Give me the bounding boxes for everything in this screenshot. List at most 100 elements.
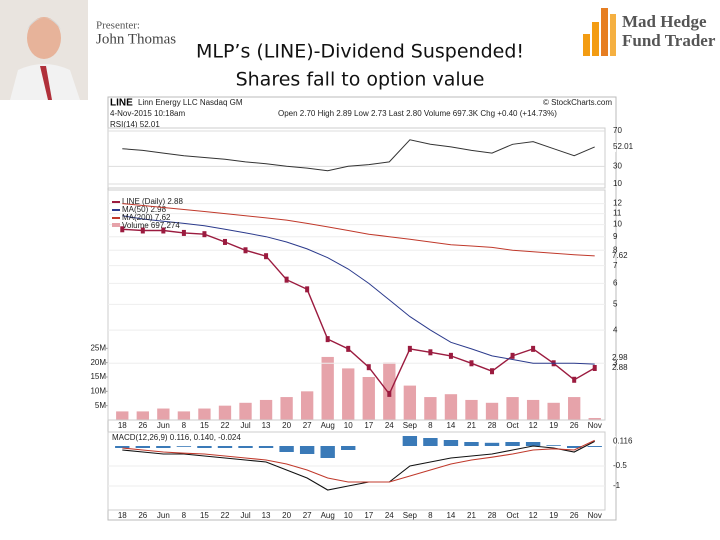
x-tick-label: 26 <box>138 421 147 430</box>
company: Linn Energy LLC Nasdaq GM <box>138 98 243 107</box>
macd-histogram-bar <box>135 446 151 448</box>
volume-bar <box>526 399 540 420</box>
price-marker <box>325 336 330 343</box>
x-tick-label: 10 <box>344 421 353 430</box>
macd-histogram-bar <box>299 446 315 454</box>
y-tick-label: 4 <box>613 325 618 334</box>
value-tag-label: 2.88 <box>612 363 628 372</box>
logo-text: Fund Trader <box>622 31 716 50</box>
x-tick-label: 10 <box>344 511 353 520</box>
price-marker <box>448 352 453 359</box>
x-tick-label: Sep <box>403 511 418 520</box>
price-marker <box>140 227 145 234</box>
price-marker <box>592 364 597 371</box>
x-tick-label: 17 <box>364 421 373 430</box>
x-tick-label: Jun <box>157 511 170 520</box>
y-tick-label: 11 <box>613 209 622 218</box>
x-tick-label: 24 <box>385 421 394 430</box>
value-tag <box>607 436 616 447</box>
y-tick-label: 10 <box>613 220 622 229</box>
rsi-line <box>122 139 595 172</box>
value-tag-label: 2.98 <box>612 353 628 362</box>
value-tag <box>607 141 616 152</box>
macd-histogram-bar <box>587 446 602 447</box>
x-tick-label: 21 <box>467 511 476 520</box>
macd-signal-line <box>122 439 595 483</box>
macd-histogram-bar <box>176 446 192 447</box>
volume-bar <box>568 397 581 420</box>
price-marker <box>572 376 577 383</box>
macd-histogram-bar <box>546 445 561 446</box>
volume-bar <box>177 411 191 420</box>
source: © StockCharts.com <box>543 98 612 107</box>
volume-bar <box>116 411 129 420</box>
y-tick-label: 10 <box>613 179 622 188</box>
y-tick-label: 12 <box>613 199 622 208</box>
symbol: LINE <box>110 98 133 109</box>
price-marker <box>469 360 474 367</box>
x-tick-label: 26 <box>570 511 579 520</box>
slide-title: MLP’s (LINE)-Dividend Suspended! <box>196 41 524 63</box>
price-marker <box>490 368 495 375</box>
y-tick-label: 9 <box>613 232 618 241</box>
x-tick-label: 27 <box>303 511 312 520</box>
price-marker <box>202 231 207 238</box>
rsi-label: RSI(14) 52.01 <box>110 120 160 129</box>
x-tick-label: 28 <box>488 421 497 430</box>
price-marker <box>346 345 351 352</box>
y-tick-label: 15M <box>90 372 106 381</box>
y-tick-label: 5 <box>613 300 618 309</box>
x-tick-label: 21 <box>467 421 476 430</box>
volume-bar <box>136 411 149 420</box>
x-tick-label: 19 <box>549 511 558 520</box>
volume-bar <box>465 399 478 420</box>
y-tick-label: 8 <box>613 245 618 254</box>
x-tick-label: Aug <box>321 511 335 520</box>
moving-average-line <box>122 215 595 365</box>
volume-bar <box>239 402 252 420</box>
x-tick-label: 14 <box>446 511 455 520</box>
volume-bar <box>485 402 499 420</box>
volume-bar <box>588 417 601 420</box>
volume-bar <box>403 385 417 420</box>
x-tick-label: 26 <box>570 421 579 430</box>
x-tick-label: 26 <box>138 511 147 520</box>
volume-bar <box>198 408 211 420</box>
x-tick-label: 27 <box>303 421 312 430</box>
price-marker <box>222 238 227 245</box>
macd-histogram-bar <box>566 446 582 448</box>
price-marker <box>181 229 186 236</box>
x-tick-label: Sep <box>403 421 418 430</box>
value-tag-label: 7.62 <box>612 251 628 260</box>
price-marker <box>305 286 310 293</box>
slide-title: Shares fall to option value <box>236 69 485 91</box>
panel <box>107 127 606 189</box>
price-marker <box>120 226 125 233</box>
x-tick-label: Oct <box>506 511 519 520</box>
x-tick-label: 19 <box>549 421 558 430</box>
presenter-name: John Thomas <box>96 31 176 47</box>
x-tick-label: 20 <box>282 511 291 520</box>
price-line <box>122 228 596 396</box>
price-marker <box>510 352 515 359</box>
y-tick-label: 20M <box>90 358 106 367</box>
legend-swatch <box>112 223 120 227</box>
x-tick-label: 12 <box>529 511 538 520</box>
macd-histogram-bar <box>443 440 459 446</box>
x-tick-label: 15 <box>200 421 209 430</box>
timestamp: 4-Nov-2015 10:18am <box>110 109 185 118</box>
y-tick-label: 30 <box>613 161 622 170</box>
x-tick-label: 15 <box>200 511 209 520</box>
y-tick-label: 25M <box>90 343 106 352</box>
price-marker <box>387 390 392 397</box>
x-tick-label: Aug <box>321 421 335 430</box>
macd-histogram-bar <box>341 446 356 450</box>
volume-bar <box>424 397 437 420</box>
y-tick-label: 7 <box>613 261 618 270</box>
legend-label: MA(50) 2.98 <box>122 205 167 214</box>
x-tick-label: 17 <box>364 511 373 520</box>
x-tick-label: 22 <box>221 421 230 430</box>
price-marker <box>428 349 433 356</box>
volume-bar <box>362 377 375 420</box>
